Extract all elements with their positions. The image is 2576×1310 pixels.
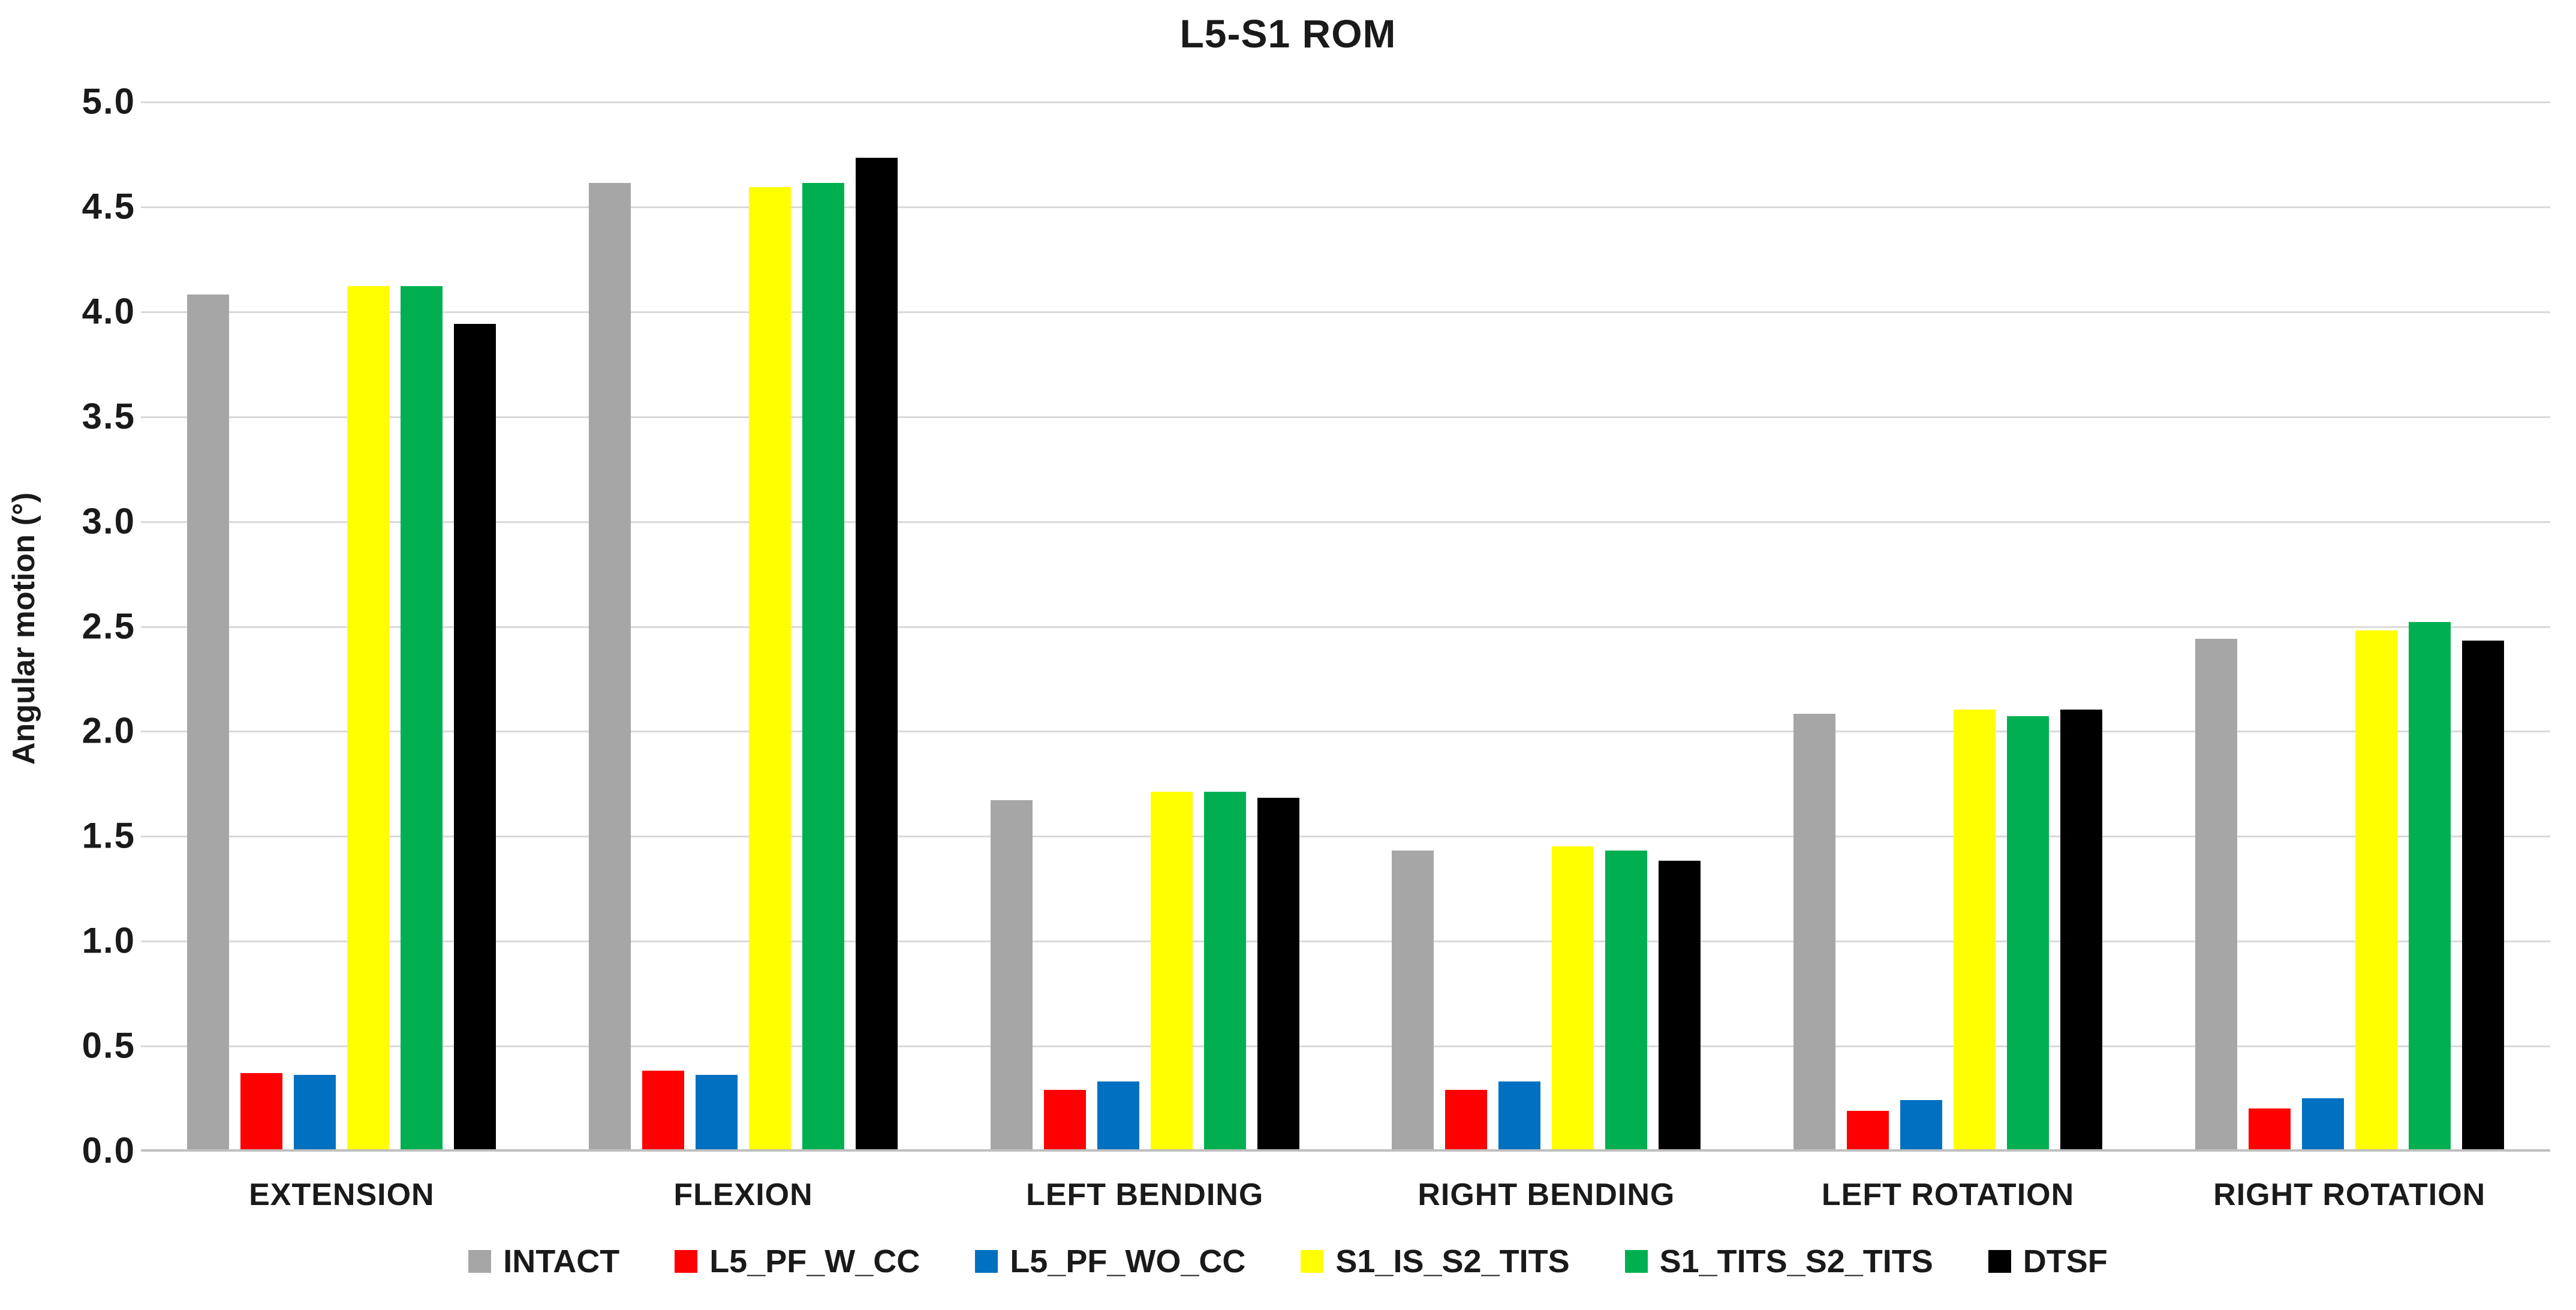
bar-group-right-rotation	[2148, 101, 2550, 1150]
gridline-3.0	[141, 521, 2550, 523]
bar-l5_pf_w_cc-left-rotation	[1847, 1110, 1889, 1150]
legend-label-dtsf: DTSF	[2023, 1243, 2108, 1279]
bar-s1_tits_s2_tits-flexion	[802, 183, 844, 1150]
bar-s1_tits_s2_tits-left-rotation	[2007, 716, 2050, 1150]
legend-swatch-intact	[468, 1250, 492, 1273]
bar-l5_pf_wo_cc-right-bending	[1498, 1081, 1541, 1150]
bar-group-left-bending	[944, 101, 1346, 1150]
gridline-4.0	[141, 311, 2550, 313]
chart-legend: INTACT L5_PF_W_CC L5_PF_WO_CC S1_IS_S2_TITS…	[0, 1243, 2576, 1280]
y-tick-label-5.0: 5.0	[82, 81, 136, 122]
bar-dtsf-left-bending	[1257, 798, 1299, 1150]
bar-intact-left-bending	[990, 800, 1033, 1150]
bar-s1_is_s2_tits-flexion	[749, 187, 791, 1150]
bar-l5_pf_w_cc-right-rotation	[2248, 1108, 2291, 1150]
bar-intact-right-bending	[1392, 850, 1434, 1150]
legend-swatch-s1_is_s2_tits	[1301, 1250, 1324, 1273]
bar-l5_pf_w_cc-right-bending	[1445, 1089, 1488, 1150]
bar-s1_tits_s2_tits-right-bending	[1605, 850, 1648, 1150]
bar-s1_is_s2_tits-right-bending	[1552, 846, 1594, 1150]
bar-intact-extension	[187, 294, 230, 1150]
legend-item-s1_is_s2_tits: S1_IS_S2_TITS	[1301, 1243, 1570, 1280]
legend-label-l5_pf_wo_cc: L5_PF_WO_CC	[1010, 1243, 1246, 1279]
gridline-2.5	[141, 626, 2550, 628]
legend-label-intact: INTACT	[503, 1243, 620, 1279]
bar-l5_pf_w_cc-flexion	[642, 1071, 684, 1150]
bar-s1_tits_s2_tits-extension	[401, 286, 443, 1150]
bar-dtsf-extension	[454, 323, 496, 1150]
bar-s1_is_s2_tits-left-rotation	[1954, 710, 1996, 1150]
bar-l5_pf_wo_cc-extension	[294, 1075, 336, 1150]
legend-swatch-l5_pf_wo_cc	[975, 1250, 998, 1273]
y-tick-label-0.0: 0.0	[82, 1130, 136, 1171]
bar-l5_pf_wo_cc-flexion	[696, 1075, 738, 1150]
gridline-4.5	[141, 206, 2550, 208]
chart-title: L5-S1 ROM	[1179, 11, 1397, 56]
legend-item-dtsf: DTSF	[1988, 1243, 2108, 1280]
x-axis-label-right-bending: RIGHT BENDING	[1418, 1177, 1675, 1212]
x-axis-label-left-bending: LEFT BENDING	[1026, 1177, 1264, 1212]
legend-label-l5_pf_w_cc: L5_PF_W_CC	[709, 1243, 920, 1279]
bar-s1_is_s2_tits-extension	[347, 286, 390, 1150]
plot-area	[141, 101, 2550, 1152]
gridline-1.0	[141, 941, 2550, 943]
gridline-3.5	[141, 416, 2550, 418]
bar-intact-left-rotation	[1793, 714, 1836, 1150]
y-tick-label-1.0: 1.0	[82, 920, 136, 961]
gridline-0.5	[141, 1045, 2550, 1048]
gridline-2.0	[141, 731, 2550, 733]
bar-intact-right-rotation	[2195, 638, 2237, 1150]
bar-dtsf-right-bending	[1659, 861, 1701, 1150]
legend-label-s1_tits_s2_tits: S1_TITS_S2_TITS	[1659, 1243, 1933, 1279]
x-axis-label-extension: EXTENSION	[249, 1177, 435, 1212]
x-axis-label-left-rotation: LEFT ROTATION	[1821, 1177, 2075, 1212]
legend-swatch-s1_tits_s2_tits	[1624, 1250, 1648, 1273]
y-tick-label-3.0: 3.0	[82, 501, 136, 542]
x-axis-labels: EXTENSION FLEXION LEFT BENDING RIGHT BENDIN…	[141, 1177, 2550, 1213]
y-tick-label-0.5: 0.5	[82, 1025, 136, 1066]
x-axis-label-flexion: FLEXION	[673, 1177, 813, 1212]
legend-item-s1_tits_s2_tits: S1_TITS_S2_TITS	[1624, 1243, 1933, 1280]
y-tick-label-4.5: 4.5	[82, 186, 136, 227]
bar-group-extension	[141, 101, 543, 1150]
bar-l5_pf_wo_cc-left-rotation	[1900, 1100, 1943, 1150]
gridline-1.5	[141, 836, 2550, 838]
bar-s1_is_s2_tits-left-bending	[1150, 791, 1193, 1150]
bar-s1_tits_s2_tits-left-bending	[1203, 791, 1246, 1150]
bar-s1_tits_s2_tits-right-rotation	[2408, 621, 2451, 1150]
bar-l5_pf_w_cc-left-bending	[1043, 1089, 1086, 1150]
bar-group-right-bending	[1346, 101, 1747, 1150]
legend-label-s1_is_s2_tits: S1_IS_S2_TITS	[1335, 1243, 1570, 1279]
y-tick-label-3.5: 3.5	[82, 396, 136, 437]
bar-l5_pf_wo_cc-left-bending	[1097, 1081, 1139, 1150]
bar-intact-flexion	[589, 183, 631, 1150]
y-tick-label-1.5: 1.5	[82, 815, 136, 856]
legend-item-l5_pf_w_cc: L5_PF_W_CC	[675, 1243, 920, 1280]
legend-item-intact: INTACT	[468, 1243, 619, 1280]
legend-swatch-dtsf	[1988, 1250, 2011, 1273]
y-tick-label-2.5: 2.5	[82, 606, 136, 646]
bar-dtsf-left-rotation	[2060, 710, 2103, 1150]
bar-s1_is_s2_tits-right-rotation	[2355, 630, 2397, 1150]
bar-l5_pf_w_cc-extension	[240, 1072, 283, 1150]
bar-group-left-rotation	[1747, 101, 2149, 1150]
y-tick-label-4.0: 4.0	[82, 291, 136, 332]
bar-l5_pf_wo_cc-right-rotation	[2301, 1098, 2344, 1150]
y-tick-label-2.0: 2.0	[82, 710, 136, 751]
x-axis-line	[141, 1149, 2550, 1152]
legend-swatch-l5_pf_w_cc	[675, 1250, 698, 1273]
x-axis-label-right-rotation: RIGHT ROTATION	[2213, 1177, 2486, 1212]
bar-dtsf-flexion	[856, 158, 898, 1150]
bar-groups-layer	[141, 101, 2550, 1150]
gridline-5.0	[141, 101, 2550, 103]
bar-dtsf-right-rotation	[2461, 641, 2504, 1150]
legend-item-l5_pf_wo_cc: L5_PF_WO_CC	[975, 1243, 1245, 1280]
bar-group-flexion	[543, 101, 944, 1150]
